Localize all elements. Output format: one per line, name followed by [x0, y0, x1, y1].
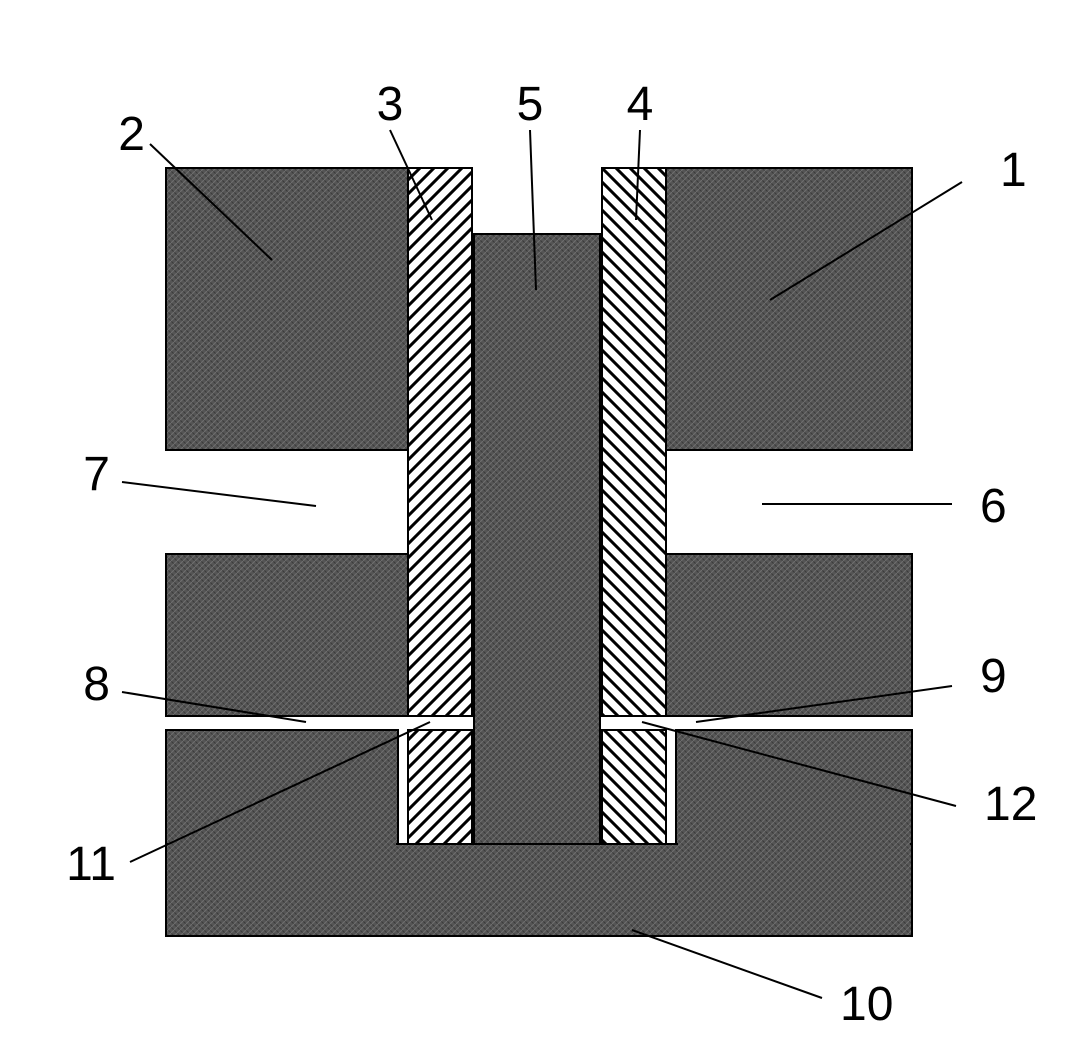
- sleeve-left-upper: [408, 168, 472, 716]
- label-1: 1: [1000, 144, 1027, 197]
- block-mid-right: [666, 554, 912, 716]
- sleeve-left-lower: [408, 730, 472, 844]
- label-9: 9: [980, 650, 1007, 703]
- label-3: 3: [377, 78, 404, 131]
- label-7: 7: [83, 448, 110, 501]
- label-10: 10: [840, 978, 893, 1031]
- label-6: 6: [980, 480, 1007, 533]
- base-slab: [166, 844, 912, 936]
- base-shoulder-left: [166, 730, 398, 844]
- label-11: 11: [66, 838, 116, 891]
- base-seam-l: [168, 842, 396, 848]
- label-2: 2: [118, 108, 145, 161]
- label-4: 4: [627, 78, 654, 131]
- leader-10: [632, 930, 822, 998]
- block-top-right: [666, 168, 912, 450]
- core: [474, 234, 600, 844]
- sleeve-right-lower: [602, 730, 666, 844]
- leader-7: [122, 482, 316, 506]
- base-shoulder-right: [676, 730, 912, 844]
- base-seam-r: [678, 842, 910, 848]
- label-5: 5: [517, 78, 544, 131]
- block-top-left: [166, 168, 408, 450]
- device-cross-section: [166, 168, 912, 936]
- label-12: 12: [984, 778, 1037, 831]
- sleeve-right-upper: [602, 168, 666, 716]
- label-8: 8: [83, 658, 110, 711]
- block-mid-left: [166, 554, 408, 716]
